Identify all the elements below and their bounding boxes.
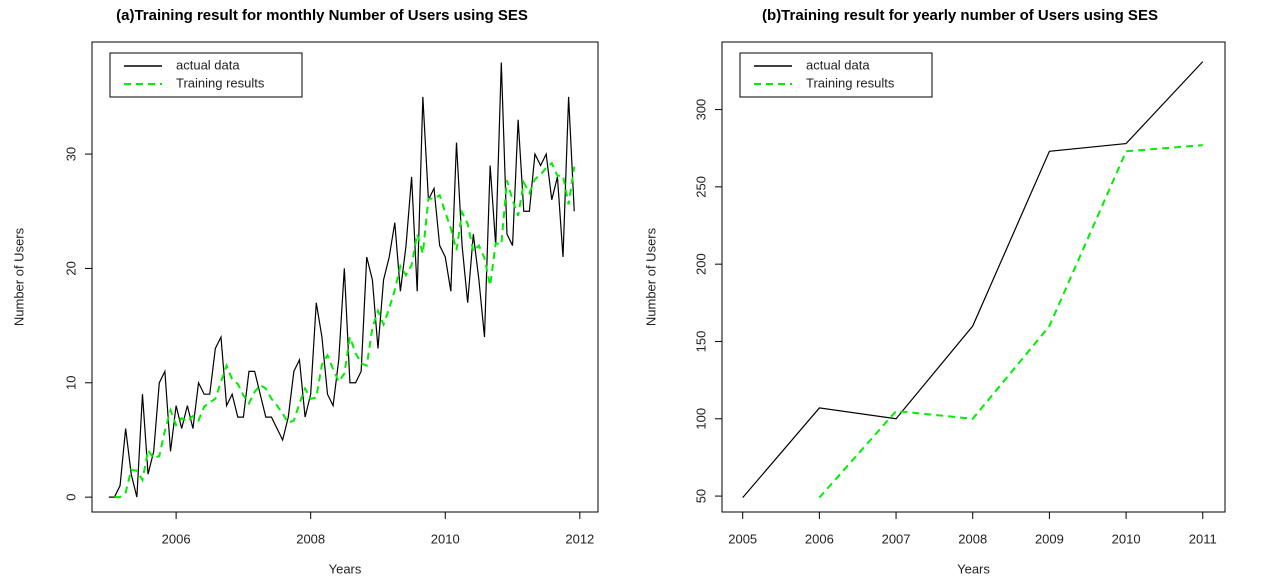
y-tick-label: 200 (693, 253, 708, 275)
plot-frame (721, 41, 1226, 513)
chart-title: (a)Training result for monthly Number of… (116, 7, 528, 24)
x-tick-label: 2007 (882, 531, 911, 546)
x-tick-label: 2012 (565, 531, 594, 546)
legend-label: Training results (806, 75, 895, 90)
x-axis-label: Years (957, 561, 990, 576)
series-line (108, 62, 575, 498)
plot-frame (91, 41, 599, 513)
x-tick-label: 2008 (958, 531, 987, 546)
x-tick-label: 2006 (162, 531, 191, 546)
legend-label: Training results (176, 75, 265, 90)
y-tick-label: 300 (693, 99, 708, 121)
series-line (742, 61, 1204, 499)
y-tick-label: 10 (63, 376, 78, 390)
y-tick-label: 0 (63, 494, 78, 501)
x-tick-label: 2005 (728, 531, 757, 546)
y-tick-label: 150 (693, 331, 708, 353)
x-tick-label: 2008 (296, 531, 325, 546)
y-axis-label: Number of Users (643, 227, 658, 326)
x-tick-label: 2010 (1112, 531, 1141, 546)
y-tick-label: 20 (63, 261, 78, 275)
y-tick-label: 100 (693, 408, 708, 430)
series-line (114, 161, 576, 499)
chart-title: (b)Training result for yearly number of … (762, 7, 1158, 24)
y-tick-label: 250 (693, 176, 708, 198)
series-line (818, 144, 1203, 499)
legend-box (109, 52, 303, 98)
legend-label: actual data (176, 57, 240, 72)
x-tick-label: 2009 (1035, 531, 1064, 546)
y-axis-label: Number of Users (11, 227, 26, 326)
x-axis-label: Years (329, 561, 362, 576)
x-tick-label: 2006 (805, 531, 834, 546)
x-tick-label: 2011 (1189, 531, 1217, 546)
legend-label: actual data (806, 57, 870, 72)
x-tick-label: 2010 (431, 531, 460, 546)
y-tick-label: 30 (63, 147, 78, 161)
y-tick-label: 50 (693, 489, 708, 503)
legend-box (739, 52, 933, 98)
